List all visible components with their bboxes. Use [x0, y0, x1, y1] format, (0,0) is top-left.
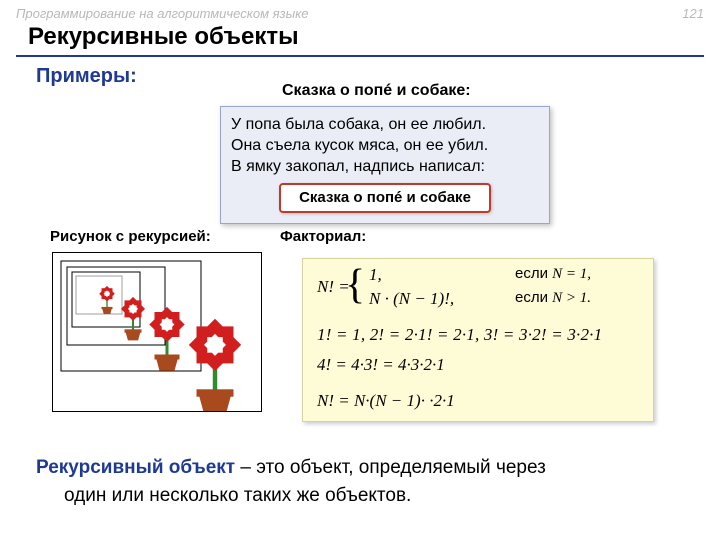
factorial-case1: 1,	[369, 265, 639, 285]
tale-box: У попа была собака, он ее любил. Она съе…	[220, 106, 550, 224]
recursive-picture	[52, 252, 262, 412]
factorial-example: N! = N·(N − 1)· ·2·1	[317, 391, 647, 411]
definition-text: один или несколько таких же объектов.	[64, 482, 686, 510]
title-rule	[16, 55, 704, 57]
factorial-example: 1! = 1, 2! = 2·1! = 2·1, 3! = 3·2! = 3·2…	[317, 325, 647, 345]
factorial-box: N! = { 1, если N = 1, N · (N − 1)!, если…	[302, 258, 654, 422]
page-number: 121	[682, 6, 704, 21]
if-label: если N > 1.	[515, 289, 591, 307]
brace-icon: {	[345, 261, 365, 309]
definition: Рекурсивный объект – это объект, определ…	[36, 454, 686, 509]
definition-text: – это объект, определяемый через	[235, 457, 546, 478]
tale-line: У попа была собака, он ее любил.	[231, 115, 539, 136]
tale-line: Она съела кусок мяса, он ее убил.	[231, 136, 539, 157]
if-label: если N = 1,	[515, 265, 591, 283]
picture-label: Рисунок с рекурсией:	[50, 228, 211, 245]
factorial-case2: N · (N − 1)!,	[369, 289, 639, 309]
course-name: Программирование на алгоритмическом язык…	[16, 6, 309, 21]
flowers-svg	[53, 253, 262, 412]
factorial-example: 4! = 4·3! = 4·3·2·1	[317, 355, 647, 375]
tale-line: В ямку закопал, надпись написал:	[231, 157, 539, 178]
tale-inner-box: Сказка о попé и собаке	[279, 183, 491, 213]
page-title: Рекурсивные объекты	[0, 23, 720, 55]
tale-title: Сказка о попé и собаке:	[282, 82, 471, 100]
factorial-label: Факториал:	[280, 228, 366, 245]
definition-term: Рекурсивный объект	[36, 457, 235, 478]
